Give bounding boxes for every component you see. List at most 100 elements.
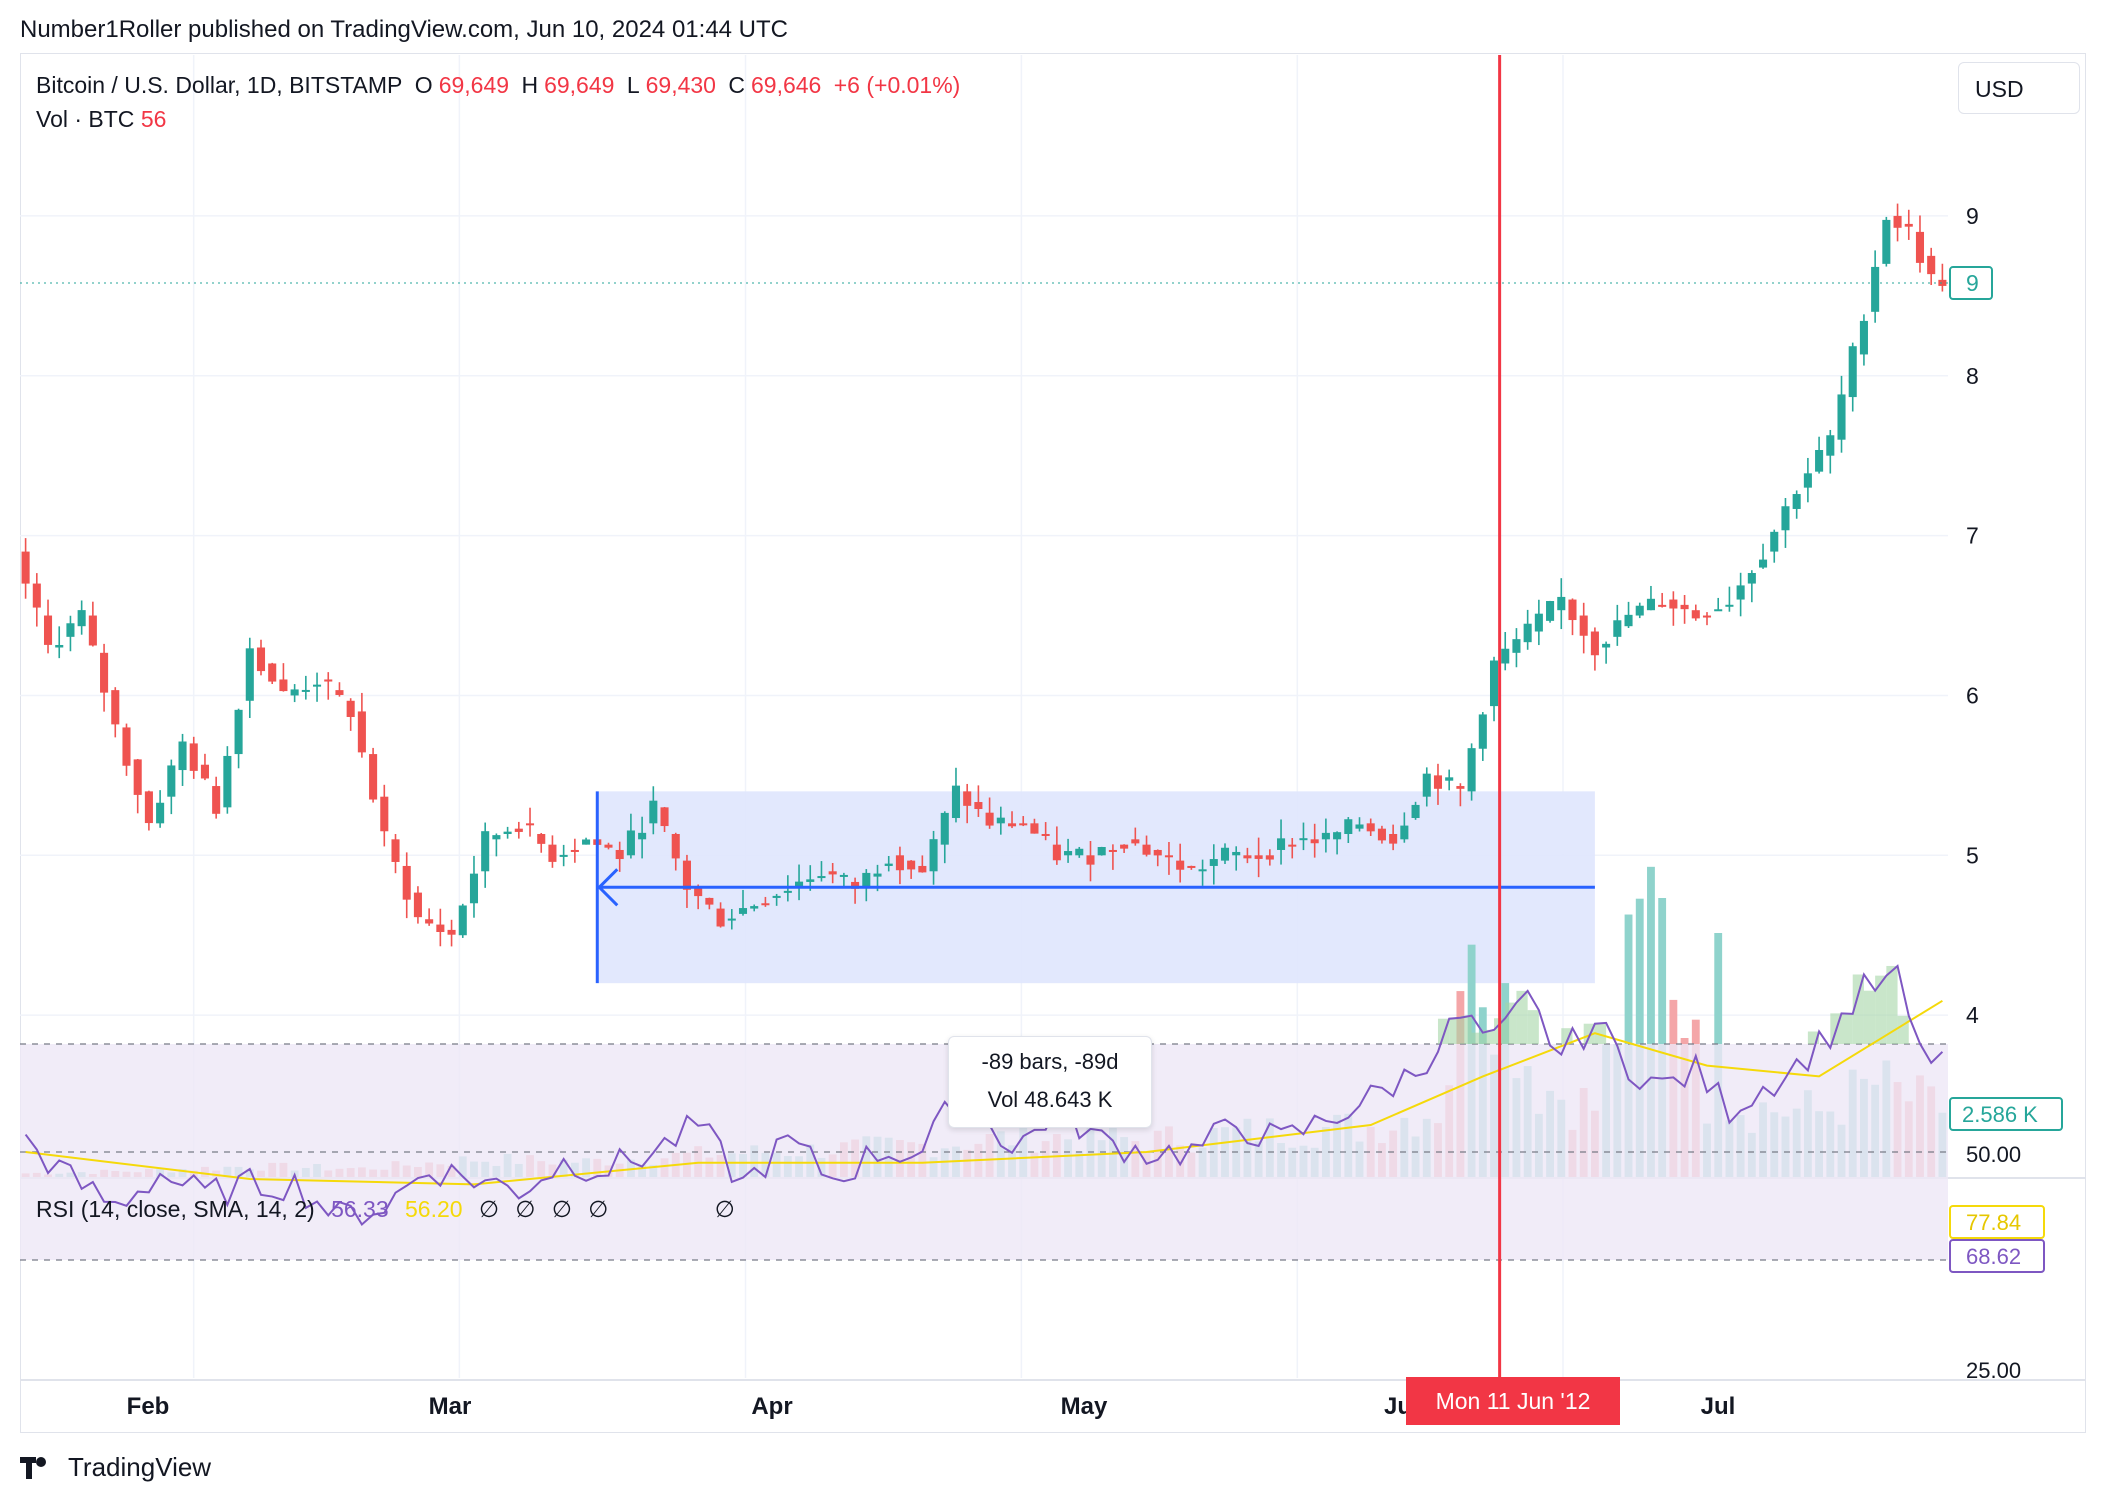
rsi-sma-value: 56.20 <box>405 1196 463 1222</box>
candle <box>1355 817 1364 832</box>
candle <box>649 786 658 835</box>
rsi-overbought <box>1561 1028 1573 1044</box>
rsi-sma-axis-label: 77.84 <box>1966 1210 2021 1235</box>
candle <box>111 687 120 738</box>
candle-body <box>1445 777 1454 781</box>
rsi-overbought <box>1449 1017 1461 1044</box>
rsi-overbought <box>1897 1015 1909 1044</box>
candle-body <box>1725 604 1734 607</box>
candle-body <box>996 817 1005 824</box>
close-value: 69,646 <box>750 72 822 98</box>
rsi-overbought <box>1516 990 1528 1044</box>
candle-body <box>100 652 109 693</box>
candle-body <box>1377 828 1386 841</box>
candle <box>1635 602 1644 619</box>
candle-body <box>1310 839 1319 844</box>
tradingview-brand[interactable]: TradingView <box>20 1452 211 1483</box>
volume-bar <box>1658 898 1667 1178</box>
candle <box>570 838 579 863</box>
candle <box>1590 627 1599 671</box>
candle <box>1220 843 1230 864</box>
candle <box>503 826 512 839</box>
candle-body <box>1557 596 1566 611</box>
candle-body <box>1669 599 1678 609</box>
candle-body <box>1702 615 1712 618</box>
high-label: H <box>521 72 539 98</box>
candle-body <box>1646 598 1655 611</box>
candle <box>895 846 904 885</box>
candle-body <box>413 892 422 918</box>
candle-body <box>1355 824 1364 829</box>
candle-body <box>402 865 411 900</box>
candle <box>851 877 860 904</box>
candle <box>1803 457 1812 503</box>
candle-body <box>1265 855 1274 860</box>
candle-body <box>178 741 187 771</box>
candle-body <box>1108 849 1117 852</box>
currency-button[interactable]: USD <box>1958 62 2080 114</box>
candle-body <box>1893 215 1902 228</box>
candle <box>974 785 983 817</box>
candle-body <box>772 895 781 898</box>
rsi-axis-label: 68.62 <box>1966 1244 2021 1269</box>
candle <box>1400 812 1409 843</box>
candle <box>929 830 938 885</box>
candle <box>1019 816 1028 827</box>
candle <box>144 790 153 831</box>
candle-body <box>301 689 310 692</box>
candle <box>1736 572 1745 617</box>
candle-body <box>1792 494 1801 509</box>
chart-frame <box>20 53 2086 1433</box>
candle <box>1658 592 1667 608</box>
candle-body <box>1086 855 1095 865</box>
candle <box>290 684 299 703</box>
candle <box>716 902 725 928</box>
candle <box>1321 818 1330 853</box>
candle <box>1781 498 1790 548</box>
candle-body <box>985 812 994 826</box>
candle-body <box>212 786 221 814</box>
candle-body <box>1501 648 1510 664</box>
candle <box>1097 846 1106 856</box>
candle-body <box>1176 860 1185 870</box>
candle <box>1422 767 1431 807</box>
rsi-null-4: ∅ <box>588 1196 609 1222</box>
candle-body <box>88 615 97 646</box>
candle-body <box>492 835 501 840</box>
candle-body <box>1456 786 1465 789</box>
candle-body <box>369 754 378 800</box>
candle <box>301 675 310 700</box>
high-value: 69,649 <box>544 72 615 98</box>
candle-body <box>1927 255 1936 275</box>
candle-body <box>1220 847 1230 861</box>
candle <box>884 855 893 872</box>
candle <box>1691 604 1700 621</box>
candle <box>43 599 53 654</box>
measure-tooltip: -89 bars, -89d Vol 48.643 K <box>948 1036 1152 1128</box>
volume-bar <box>1647 866 1655 1178</box>
candle <box>1714 597 1723 612</box>
candle <box>638 816 647 859</box>
candle-body <box>1030 823 1039 834</box>
change-value: +6 (+0.01%) <box>833 72 961 98</box>
candle <box>234 708 243 769</box>
candle-body <box>951 785 961 819</box>
candle-body <box>32 583 41 608</box>
candle <box>1187 865 1196 870</box>
candle-body <box>77 610 86 627</box>
candle <box>1904 209 1913 240</box>
candle-body <box>1534 613 1543 632</box>
candles <box>21 203 1947 947</box>
candle-body <box>324 679 333 682</box>
candle-body <box>1198 869 1207 872</box>
rsi-overbought <box>1471 1032 1483 1044</box>
price-tick-label: 8 <box>1966 363 1979 389</box>
candle-body <box>1333 832 1342 840</box>
candle <box>582 837 591 845</box>
rsi-overbought <box>1863 990 1876 1044</box>
candle-body <box>503 831 512 834</box>
candle <box>1546 600 1555 623</box>
candle <box>559 844 568 867</box>
candle <box>458 903 467 938</box>
